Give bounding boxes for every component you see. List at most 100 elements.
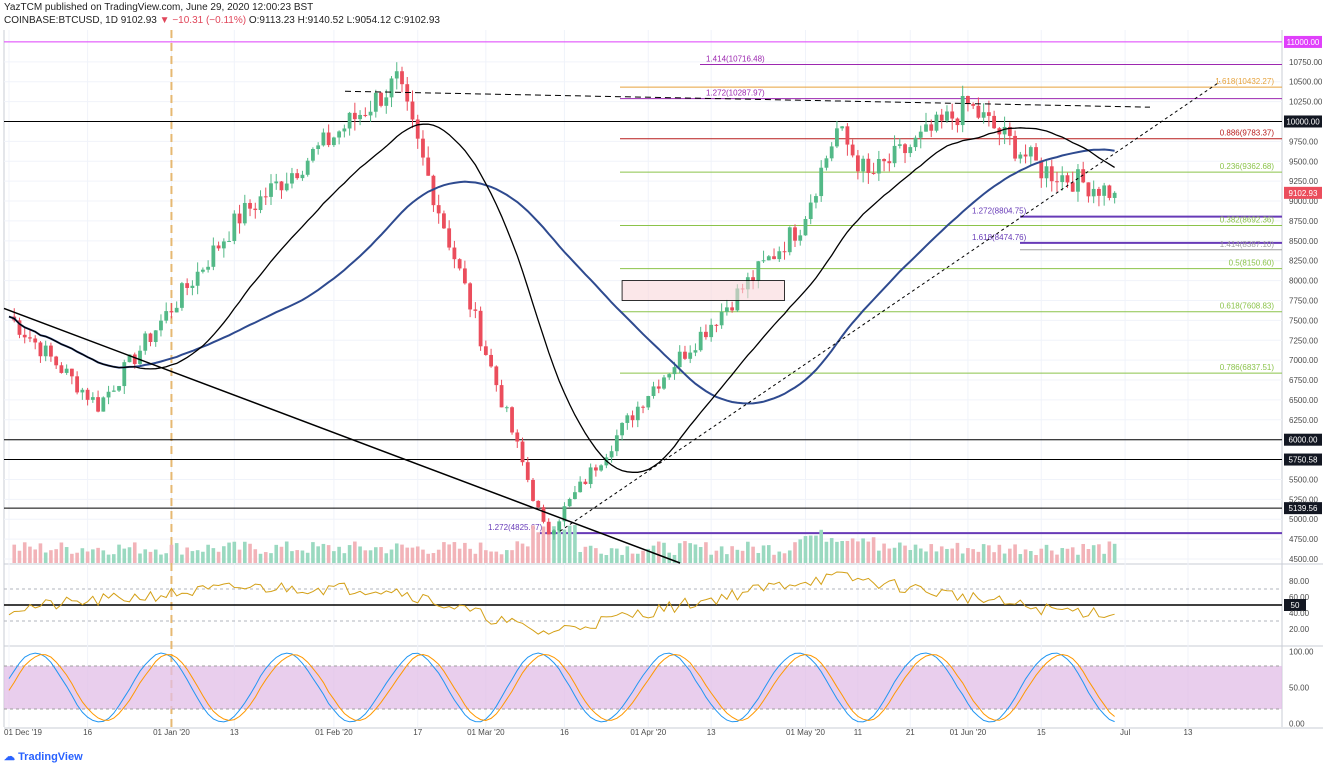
candle-body <box>237 213 242 224</box>
volume-bar <box>316 546 320 563</box>
candle-body <box>635 406 640 421</box>
volume-bar <box>347 545 352 563</box>
candle-body <box>38 342 43 357</box>
candle-body <box>478 310 483 347</box>
volume-bar <box>169 544 174 563</box>
candle-body <box>1018 154 1023 159</box>
candle-body <box>939 114 944 121</box>
candle-body <box>1055 181 1059 183</box>
volume-bar <box>106 554 111 563</box>
candle-body <box>489 354 493 367</box>
volume-bar <box>552 526 556 563</box>
candle-body <box>824 158 829 168</box>
volume-bar <box>206 544 210 563</box>
price-tick-label: 6500.00 <box>1289 396 1318 405</box>
symbol-ohlc-line: COINBASE:BTCUSD, 1D 9102.93 ▼ −10.31 (−0… <box>4 15 440 26</box>
candle-body <box>90 397 95 400</box>
candle-body <box>379 92 383 106</box>
tradingview-cloud-icon: ☁ <box>4 751 15 763</box>
volume-bar <box>562 529 567 563</box>
volume-bar <box>468 548 472 563</box>
candle-body <box>232 213 237 242</box>
volume-bar <box>803 536 808 563</box>
volume-bar <box>353 541 357 563</box>
volume-bar <box>368 550 373 563</box>
volume-bar <box>96 547 100 563</box>
candle-body <box>473 309 478 311</box>
volume-bar <box>410 547 415 563</box>
rsi-tick-label: 60.00 <box>1289 593 1310 602</box>
candle-body <box>903 144 907 154</box>
volume-bar <box>138 553 142 563</box>
volume-bar <box>735 549 740 563</box>
candle-body <box>924 124 928 132</box>
time-tick-label: 01 Jun '20 <box>950 728 987 737</box>
time-tick-label: 16 <box>560 728 569 737</box>
candle-body <box>49 345 53 357</box>
candle-body <box>724 307 729 312</box>
volume-bar <box>1002 553 1007 563</box>
volume-bar <box>636 553 640 563</box>
candle-body <box>992 115 997 129</box>
volume-bar <box>1060 548 1065 563</box>
candle-body <box>394 71 399 79</box>
candle-body <box>138 350 142 365</box>
volume-bar <box>494 551 499 563</box>
volume-bar <box>740 550 745 563</box>
volume-bar <box>263 552 268 563</box>
volume-bar <box>311 542 315 563</box>
volume-bar <box>180 554 184 563</box>
candle-body <box>143 333 148 351</box>
volume-bar <box>394 543 399 563</box>
candle-body <box>955 118 960 126</box>
price-tag-text: 11000.00 <box>1287 38 1320 47</box>
volume-bar <box>248 543 252 563</box>
candle-body <box>1049 166 1054 182</box>
candle-body <box>1081 169 1086 183</box>
candle-body <box>1060 175 1065 183</box>
time-tick-label: 01 Feb '20 <box>315 728 353 737</box>
volume-bar <box>499 554 504 563</box>
volume-bar <box>877 550 881 563</box>
volume-bar <box>541 526 546 563</box>
volume-bar <box>54 549 58 563</box>
volume-bar <box>725 554 729 563</box>
volume-bar <box>1070 547 1075 563</box>
candle-body <box>845 126 850 145</box>
candle-body <box>117 386 121 391</box>
fib-level-label: 0.618(7608.83) <box>1220 302 1275 311</box>
price-tag-bg <box>1284 186 1322 199</box>
candle-body <box>593 467 598 471</box>
candle-body <box>148 333 153 342</box>
tradingview-logo[interactable]: ☁ TradingView <box>4 750 83 763</box>
time-tick-label: 15 <box>1037 728 1046 737</box>
volume-bar <box>211 548 216 563</box>
candle-body <box>819 167 824 197</box>
candle-body <box>855 155 860 172</box>
time-tick-label: 16 <box>83 728 92 737</box>
volume-bar <box>698 547 703 563</box>
candle-body <box>892 145 897 164</box>
candle-body <box>1007 126 1012 136</box>
fib-level-label: 0.786(6837.51) <box>1220 363 1275 372</box>
candle-body <box>620 422 624 436</box>
candle-body <box>709 324 714 338</box>
candle-body <box>908 147 913 154</box>
volume-bar <box>557 528 561 563</box>
volume-bar <box>546 530 551 563</box>
candle-body <box>1044 166 1049 179</box>
rsi-tick-label: 40.00 <box>1289 609 1310 618</box>
candle-body <box>960 95 965 126</box>
candle-body <box>347 112 352 129</box>
candle-body <box>190 285 195 288</box>
candle-body <box>882 159 886 162</box>
candle-body <box>164 311 169 321</box>
candle-body <box>253 208 258 211</box>
ma-slow-line <box>8 148 1115 405</box>
candle-body <box>300 174 305 179</box>
candle-body <box>578 481 583 493</box>
volume-bar <box>363 550 368 563</box>
price-tag: 5750.58 <box>1284 453 1322 466</box>
price-tag-bg <box>1284 502 1322 515</box>
